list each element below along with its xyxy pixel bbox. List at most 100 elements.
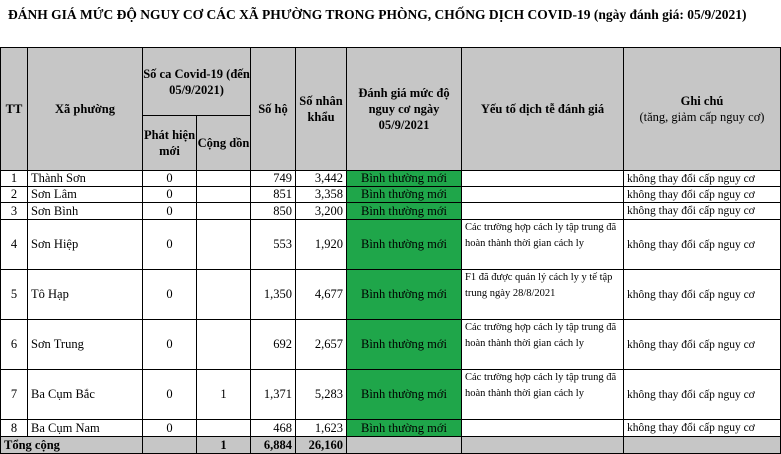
- cell-households: 553: [250, 219, 296, 270]
- cell-households: 850: [250, 202, 296, 220]
- cell-tt: 1: [0, 170, 28, 187]
- cell-cumulative: [196, 269, 251, 320]
- header-cumulative: Cộng dồn: [196, 115, 251, 171]
- cell-factor: [461, 170, 624, 187]
- cell-households: 1,350: [250, 269, 296, 320]
- header-note-sub: (tăng, giảm cấp nguy cơ): [639, 110, 765, 124]
- cell-tt: 7: [0, 369, 28, 420]
- header-note-title: Ghi chú: [680, 94, 724, 108]
- header-note: Ghi chú (tăng, giảm cấp nguy cơ): [623, 47, 781, 171]
- cell-cumulative: [196, 419, 251, 437]
- risk-assessment-table: TT Xã phường Số ca Covid-19 (đến 05/9/20…: [0, 47, 781, 454]
- cell-new-cases: 0: [142, 170, 197, 187]
- cell-tt: 4: [0, 219, 28, 270]
- cell-households: 749: [250, 170, 296, 187]
- cell-risk-level: Bình thường mới: [346, 419, 462, 437]
- table-row: 6 Sơn Trung 0 692 2,657 Bình thường mới Các tr…: [0, 319, 781, 370]
- table-row: 5 Tô Hạp 0 1,350 4,677 Bình thường mới F1 đã đ…: [0, 269, 781, 320]
- cell-tt: 6: [0, 319, 28, 370]
- table-row: 1 Thành Sơn 0 749 3,442 Bình thường mới không …: [0, 170, 781, 187]
- header-households: Số hộ: [250, 47, 296, 171]
- cell-population: 2,657: [295, 319, 347, 370]
- cell-ward: Sơn Bình: [27, 202, 143, 220]
- total-risk-empty: [346, 436, 462, 454]
- total-households: 6,884: [250, 436, 296, 454]
- header-factors: Yếu tố dịch tễ đánh giá: [461, 47, 624, 171]
- cell-factor: [461, 419, 624, 437]
- cell-risk-level: Bình thường mới: [346, 269, 462, 320]
- cell-factor: [461, 202, 624, 220]
- total-factor-empty: [461, 436, 624, 454]
- cell-new-cases: 0: [142, 219, 197, 270]
- cell-new-cases: 0: [142, 419, 197, 437]
- cell-note: không thay đổi cấp nguy cơ: [623, 419, 781, 437]
- table-row: 3 Sơn Bình 0 850 3,200 Bình thường mới không t…: [0, 202, 781, 220]
- cell-new-cases: 0: [142, 319, 197, 370]
- cell-factor: F1 đã được quản lý cách ly y tế tập trun…: [461, 269, 624, 320]
- cell-risk-level: Bình thường mới: [346, 369, 462, 420]
- cell-tt: 5: [0, 269, 28, 320]
- table-row: 2 Sơn Lâm 0 851 3,358 Bình thường mới không th…: [0, 186, 781, 203]
- cell-population: 1,920: [295, 219, 347, 270]
- cell-households: 851: [250, 186, 296, 203]
- cell-new-cases: 0: [142, 202, 197, 220]
- cell-ward: Thành Sơn: [27, 170, 143, 187]
- header-risk: Đánh giá mức độ nguy cơ ngày 05/9/2021: [346, 47, 462, 171]
- header-cases-group: Số ca Covid-19 (đến 05/9/2021): [142, 47, 251, 116]
- cell-risk-level: Bình thường mới: [346, 186, 462, 203]
- table-row: 7 Ba Cụm Bắc 0 1 1,371 5,283 Bình thường mới Cá…: [0, 369, 781, 420]
- header-new-cases: Phát hiện mới: [142, 115, 197, 171]
- cell-new-cases: 0: [142, 186, 197, 203]
- cell-households: 692: [250, 319, 296, 370]
- cell-ward: Sơn Hiệp: [27, 219, 143, 270]
- cell-note: không thay đổi cấp nguy cơ: [623, 186, 781, 203]
- cell-ward: Ba Cụm Nam: [27, 419, 143, 437]
- cell-note: không thay đổi cấp nguy cơ: [623, 369, 781, 420]
- cell-note: không thay đổi cấp nguy cơ: [623, 202, 781, 220]
- cell-population: 3,442: [295, 170, 347, 187]
- cell-cumulative: [196, 186, 251, 203]
- cell-population: 3,200: [295, 202, 347, 220]
- table-row: 4 Sơn Hiệp 0 553 1,920 Bình thường mới Các trư…: [0, 219, 781, 270]
- cell-tt: 2: [0, 186, 28, 203]
- cell-population: 3,358: [295, 186, 347, 203]
- total-label: Tổng cộng: [0, 436, 143, 454]
- page-title: ĐÁNH GIÁ MỨC ĐỘ NGUY CƠ CÁC XÃ PHƯỜNG TR…: [8, 7, 747, 22]
- cell-new-cases: 0: [142, 369, 197, 420]
- cell-new-cases: 0: [142, 269, 197, 320]
- cell-risk-level: Bình thường mới: [346, 219, 462, 270]
- cell-cumulative: [196, 319, 251, 370]
- cell-factor: Các trường hợp cách ly tập trung đã hoàn…: [461, 319, 624, 370]
- cell-cumulative: [196, 202, 251, 220]
- table-row: 8 Ba Cụm Nam 0 468 1,623 Bình thường mới không…: [0, 419, 781, 437]
- cell-note: không thay đổi cấp nguy cơ: [623, 170, 781, 187]
- header-population: Số nhân khẩu: [295, 47, 347, 171]
- cell-note: không thay đổi cấp nguy cơ: [623, 269, 781, 320]
- cell-ward: Ba Cụm Bắc: [27, 369, 143, 420]
- cell-factor: Các trường hợp cách ly tập trung đã hoàn…: [461, 369, 624, 420]
- cell-note: không thay đổi cấp nguy cơ: [623, 219, 781, 270]
- cell-tt: 8: [0, 419, 28, 437]
- cell-households: 1,371: [250, 369, 296, 420]
- cell-ward: Sơn Trung: [27, 319, 143, 370]
- cell-risk-level: Bình thường mới: [346, 170, 462, 187]
- cell-tt: 3: [0, 202, 28, 220]
- cell-risk-level: Bình thường mới: [346, 202, 462, 220]
- total-row: Tổng cộng 1 6,884 26,160: [0, 436, 781, 454]
- cell-factor: Các trường hợp cách ly tập trung đã hoàn…: [461, 219, 624, 270]
- header-tt: TT: [0, 47, 28, 171]
- cell-risk-level: Bình thường mới: [346, 319, 462, 370]
- total-note-empty: [623, 436, 781, 454]
- cell-population: 4,677: [295, 269, 347, 320]
- cell-factor: [461, 186, 624, 203]
- cell-population: 5,283: [295, 369, 347, 420]
- cell-households: 468: [250, 419, 296, 437]
- cell-population: 1,623: [295, 419, 347, 437]
- cell-ward: Sơn Lâm: [27, 186, 143, 203]
- cell-cumulative: [196, 219, 251, 270]
- cell-note: không thay đổi cấp nguy cơ: [623, 319, 781, 370]
- header-ward: Xã phường: [27, 47, 143, 171]
- cell-ward: Tô Hạp: [27, 269, 143, 320]
- cell-cumulative: [196, 170, 251, 187]
- cell-cumulative: 1: [196, 369, 251, 420]
